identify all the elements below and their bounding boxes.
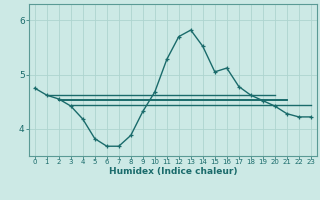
X-axis label: Humidex (Indice chaleur): Humidex (Indice chaleur): [108, 167, 237, 176]
